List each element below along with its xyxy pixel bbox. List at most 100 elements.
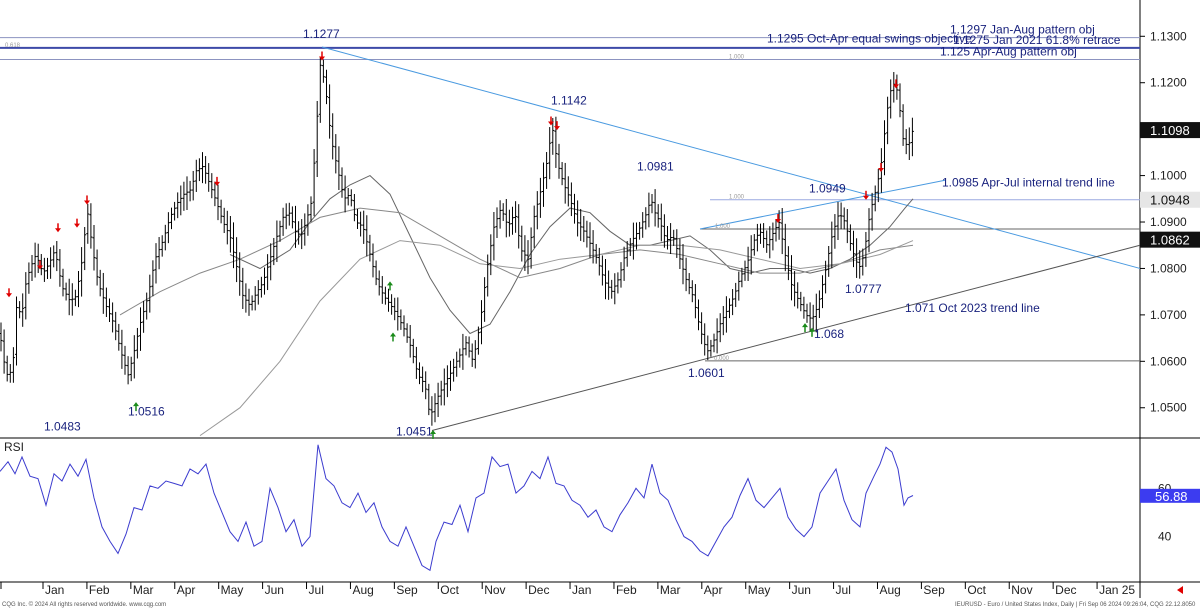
ohlc-bar (473, 340, 477, 369)
ohlc-bar (492, 211, 496, 261)
month-label: May (748, 583, 771, 597)
ohlc-bar (331, 113, 335, 160)
rsi-tick-label: 40 (1158, 530, 1172, 544)
ohlc-bar (740, 267, 744, 288)
price-tick-label: 1.0800 (1150, 261, 1187, 275)
ohlc-bar (628, 237, 632, 256)
ohlc-bar (154, 243, 158, 284)
ohlc-bar (173, 201, 177, 221)
ohlc-bar (98, 269, 102, 297)
ohlc-bar (824, 260, 828, 294)
ohlc-bar (904, 129, 908, 155)
ohlc-bar (266, 254, 270, 291)
sell-signal-arrow (548, 116, 554, 126)
ohlc-bar (669, 223, 673, 255)
ohlc-bar (61, 268, 65, 297)
ohlc-bar (396, 297, 400, 331)
ohlc-bar (83, 227, 87, 271)
ohlc-bar (576, 200, 580, 237)
fib-tick-label: 0.618 (5, 43, 21, 49)
ohlc-bar (504, 198, 508, 238)
ohlc-bar (700, 312, 704, 345)
ohlc-bar (476, 326, 480, 355)
ohlc-bar (312, 149, 316, 217)
ohlc-bar (737, 271, 741, 301)
month-label: May (221, 583, 244, 597)
ohlc-bar (297, 221, 301, 245)
ohlc-bar (414, 346, 418, 379)
ohlc-bar (421, 366, 425, 393)
ohlc-bar (383, 286, 387, 305)
ohlc-bar (120, 329, 124, 369)
ohlc-bar (228, 216, 232, 253)
ohlc-bar (408, 324, 412, 358)
month-label: Jul (836, 583, 851, 597)
ohlc-bar (430, 396, 434, 426)
ohlc-bar (582, 216, 586, 243)
ohlc-bar (638, 221, 642, 240)
ohlc-bar (873, 185, 877, 212)
ohlc-bar (644, 207, 648, 230)
ohlc-bar (241, 267, 245, 309)
ohlc-bar (591, 230, 595, 264)
level-price-box: 1.0862 (1140, 231, 1200, 248)
ohlc-bar (352, 193, 356, 222)
ohlc-bar (746, 246, 750, 282)
ohlc-bar (876, 168, 880, 203)
ohlc-bar (290, 206, 294, 229)
ohlc-bar (594, 243, 598, 264)
month-label: Jan 25 (1099, 583, 1135, 597)
ohlc-bar (427, 383, 431, 416)
ohlc-bar (18, 301, 22, 319)
ohlc-bar (204, 156, 208, 184)
ohlc-bar (817, 290, 821, 318)
ohlc-bar (114, 311, 118, 341)
ohlc-bar (724, 296, 728, 333)
ohlc-bar (752, 234, 756, 256)
ohlc-bar (0, 322, 3, 352)
price-tick-label: 1.0600 (1150, 354, 1187, 368)
ohlc-bar (321, 59, 325, 83)
svg-text:56.88: 56.88 (1155, 489, 1188, 504)
ohlc-bar (467, 336, 471, 358)
ohlc-bar (793, 270, 797, 307)
ohlc-bar (551, 118, 555, 155)
ohlc-bar (337, 146, 341, 191)
ohlc-bar (108, 298, 111, 322)
ohlc-bar (802, 296, 806, 319)
ohlc-bar (693, 284, 697, 319)
month-label: Jan (45, 583, 64, 597)
ohlc-bar (52, 245, 56, 268)
ohlc-bar (452, 358, 456, 382)
buy-signal-arrow (809, 327, 815, 337)
ohlc-bar (650, 194, 654, 214)
month-label: Nov (484, 583, 505, 597)
ohlc-bar (535, 191, 539, 230)
ohlc-bar (387, 288, 390, 312)
ohlc-bar (545, 152, 549, 189)
ohlc-bar (498, 200, 502, 229)
ohlc-bar (783, 223, 787, 272)
ohlc-bar (910, 117, 914, 157)
ohlc-bar (362, 210, 366, 244)
ohlc-bar (315, 100, 319, 178)
ohlc-bar (852, 230, 855, 268)
ohlc-bar (15, 296, 18, 366)
ohlc-bar (238, 252, 242, 296)
ohlc-bar (64, 282, 68, 301)
month-label: Sep (396, 583, 418, 597)
ohlc-bar (656, 204, 660, 228)
ohlc-bar (157, 237, 161, 270)
ohlc-bar (631, 222, 635, 260)
price-tick-label: 1.1200 (1150, 76, 1187, 90)
ohlc-bar (839, 202, 843, 230)
ohlc-bar (377, 270, 381, 296)
ohlc-bar (216, 184, 220, 221)
rsi-value-box: 56.88 (1140, 488, 1200, 504)
ohlc-bar (483, 277, 487, 322)
ohlc-bar (511, 206, 514, 235)
level-label-2: 1.125 Apr-Aug pattern obj (940, 45, 1077, 59)
ohlc-bar (132, 335, 136, 379)
ohlc-bar (411, 338, 415, 364)
